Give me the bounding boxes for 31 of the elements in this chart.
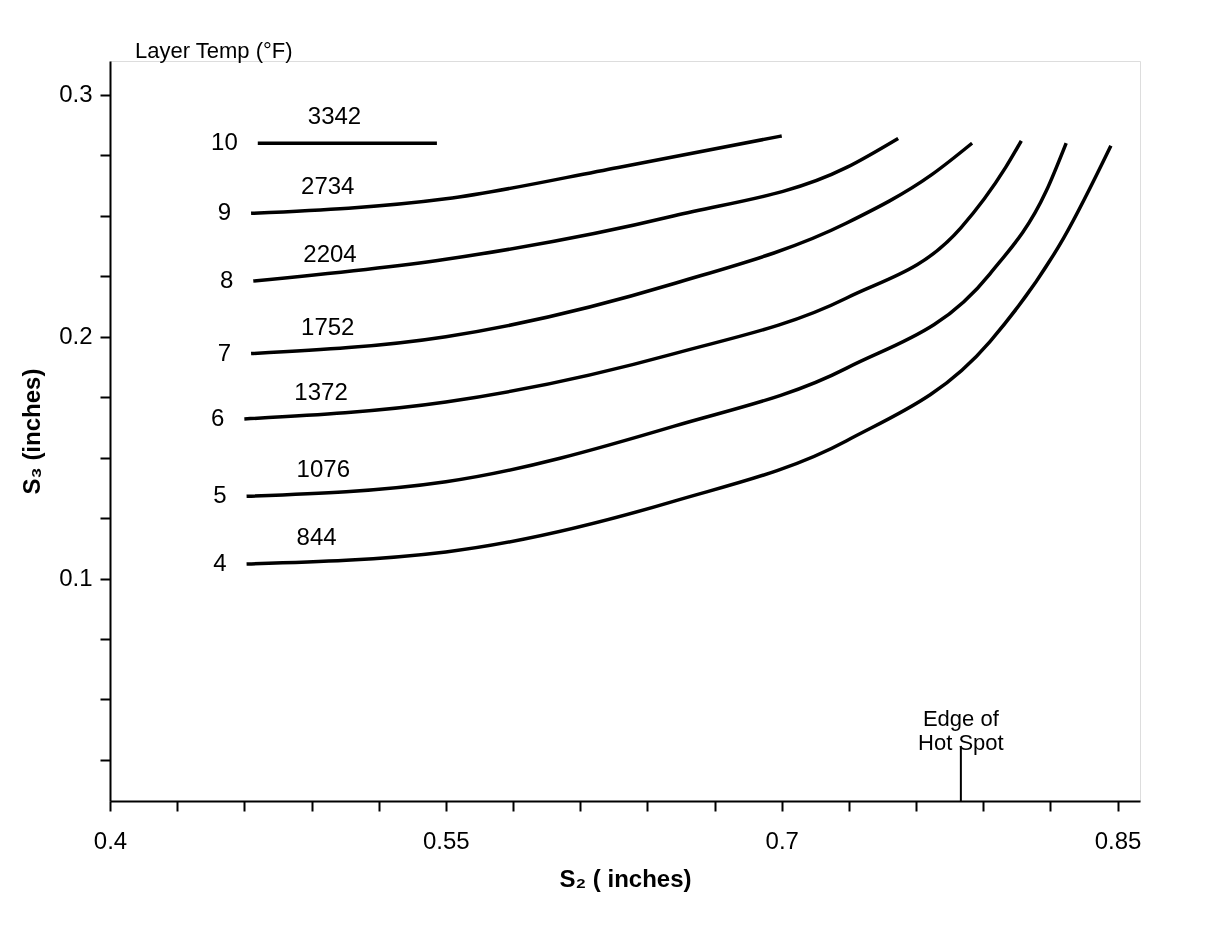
line-series bbox=[249, 134, 784, 216]
line-series bbox=[249, 141, 974, 356]
x-tick-label: 0.4 bbox=[93, 826, 128, 854]
x-tick-label: 0.7 bbox=[765, 826, 799, 854]
series-label: 7 bbox=[217, 338, 232, 366]
series-label: 9 bbox=[217, 198, 232, 226]
annotation: 2734 bbox=[301, 172, 355, 200]
line-series bbox=[244, 143, 1113, 566]
series-label: 5 bbox=[213, 481, 227, 509]
annotation: 1372 bbox=[294, 377, 348, 405]
y-tick-label: 0.3 bbox=[59, 80, 93, 108]
annotation: 1752 bbox=[301, 312, 355, 340]
series-label: 4 bbox=[213, 549, 227, 577]
annotation: 3342 bbox=[307, 102, 362, 130]
x-tick-label: 0.85 bbox=[1094, 826, 1142, 854]
y-tick-label: 0.1 bbox=[59, 564, 93, 592]
x-tick-label: 0.55 bbox=[423, 826, 470, 854]
series-label: 8 bbox=[219, 266, 234, 294]
annotation: 2204 bbox=[303, 240, 357, 268]
line-series bbox=[242, 139, 1024, 421]
line-series bbox=[251, 136, 900, 283]
annotation: 844 bbox=[296, 523, 337, 551]
line-series bbox=[244, 141, 1068, 499]
y-tick-label: 0.2 bbox=[59, 322, 93, 350]
annotation: Edge of Hot Spot bbox=[918, 706, 1004, 755]
y-axis-title: S₃ (inches) bbox=[18, 368, 46, 495]
series-label: 6 bbox=[210, 403, 225, 431]
series-label: 10 bbox=[211, 128, 238, 156]
x-axis-title: S₂ ( inches) bbox=[559, 864, 692, 892]
legend-title: Layer Temp (°F) bbox=[135, 38, 293, 63]
annotation: 1076 bbox=[296, 455, 350, 483]
